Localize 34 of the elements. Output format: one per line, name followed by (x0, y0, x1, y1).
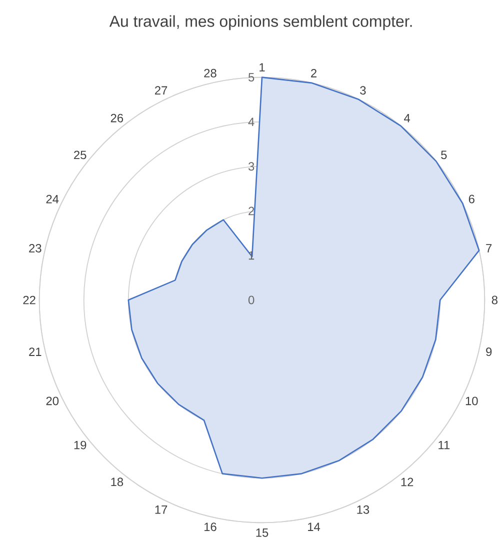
y-tick-label: 5 (248, 73, 254, 82)
chart-title: Au travail, mes opinions semblent compter. (109, 15, 412, 30)
spoke-label: 21 (28, 348, 42, 356)
y-tick-label: 2 (248, 206, 254, 216)
spoke-label: 12 (401, 478, 413, 486)
spoke-label: 22 (23, 296, 36, 304)
spoke-label: 20 (46, 396, 58, 406)
spoke-label: 5 (440, 150, 447, 160)
y-tick-label: 0 (248, 296, 254, 304)
spoke-label: 23 (28, 244, 42, 252)
spoke-label: 8 (492, 296, 498, 304)
spoke-label: 11 (438, 440, 450, 450)
spoke-label: 17 (155, 506, 167, 514)
spoke-label: 10 (466, 396, 478, 406)
spoke-label: 3 (360, 86, 366, 95)
spoke-label: 28 (204, 68, 216, 78)
spoke-label: 4 (404, 114, 410, 122)
y-tick-label: 4 (248, 118, 254, 126)
spoke-label: 7 (486, 244, 492, 252)
spoke-label: 16 (204, 522, 216, 532)
spoke-label: 2 (310, 68, 316, 78)
spoke-label: 19 (74, 440, 86, 450)
spoke-label: 26 (110, 114, 123, 122)
spoke-label: 24 (46, 194, 58, 204)
y-tick-label: 3 (248, 162, 254, 171)
spoke-label: 27 (154, 86, 167, 95)
spoke-label: 6 (468, 194, 474, 204)
spoke-label: 1 (259, 63, 265, 72)
spoke-label: 25 (74, 150, 86, 160)
spoke-label: 14 (308, 522, 320, 531)
spoke-label: 13 (357, 505, 369, 514)
spoke-label: 18 (111, 478, 123, 486)
spoke-label: 9 (486, 348, 492, 356)
spoke-label: 15 (256, 528, 268, 537)
